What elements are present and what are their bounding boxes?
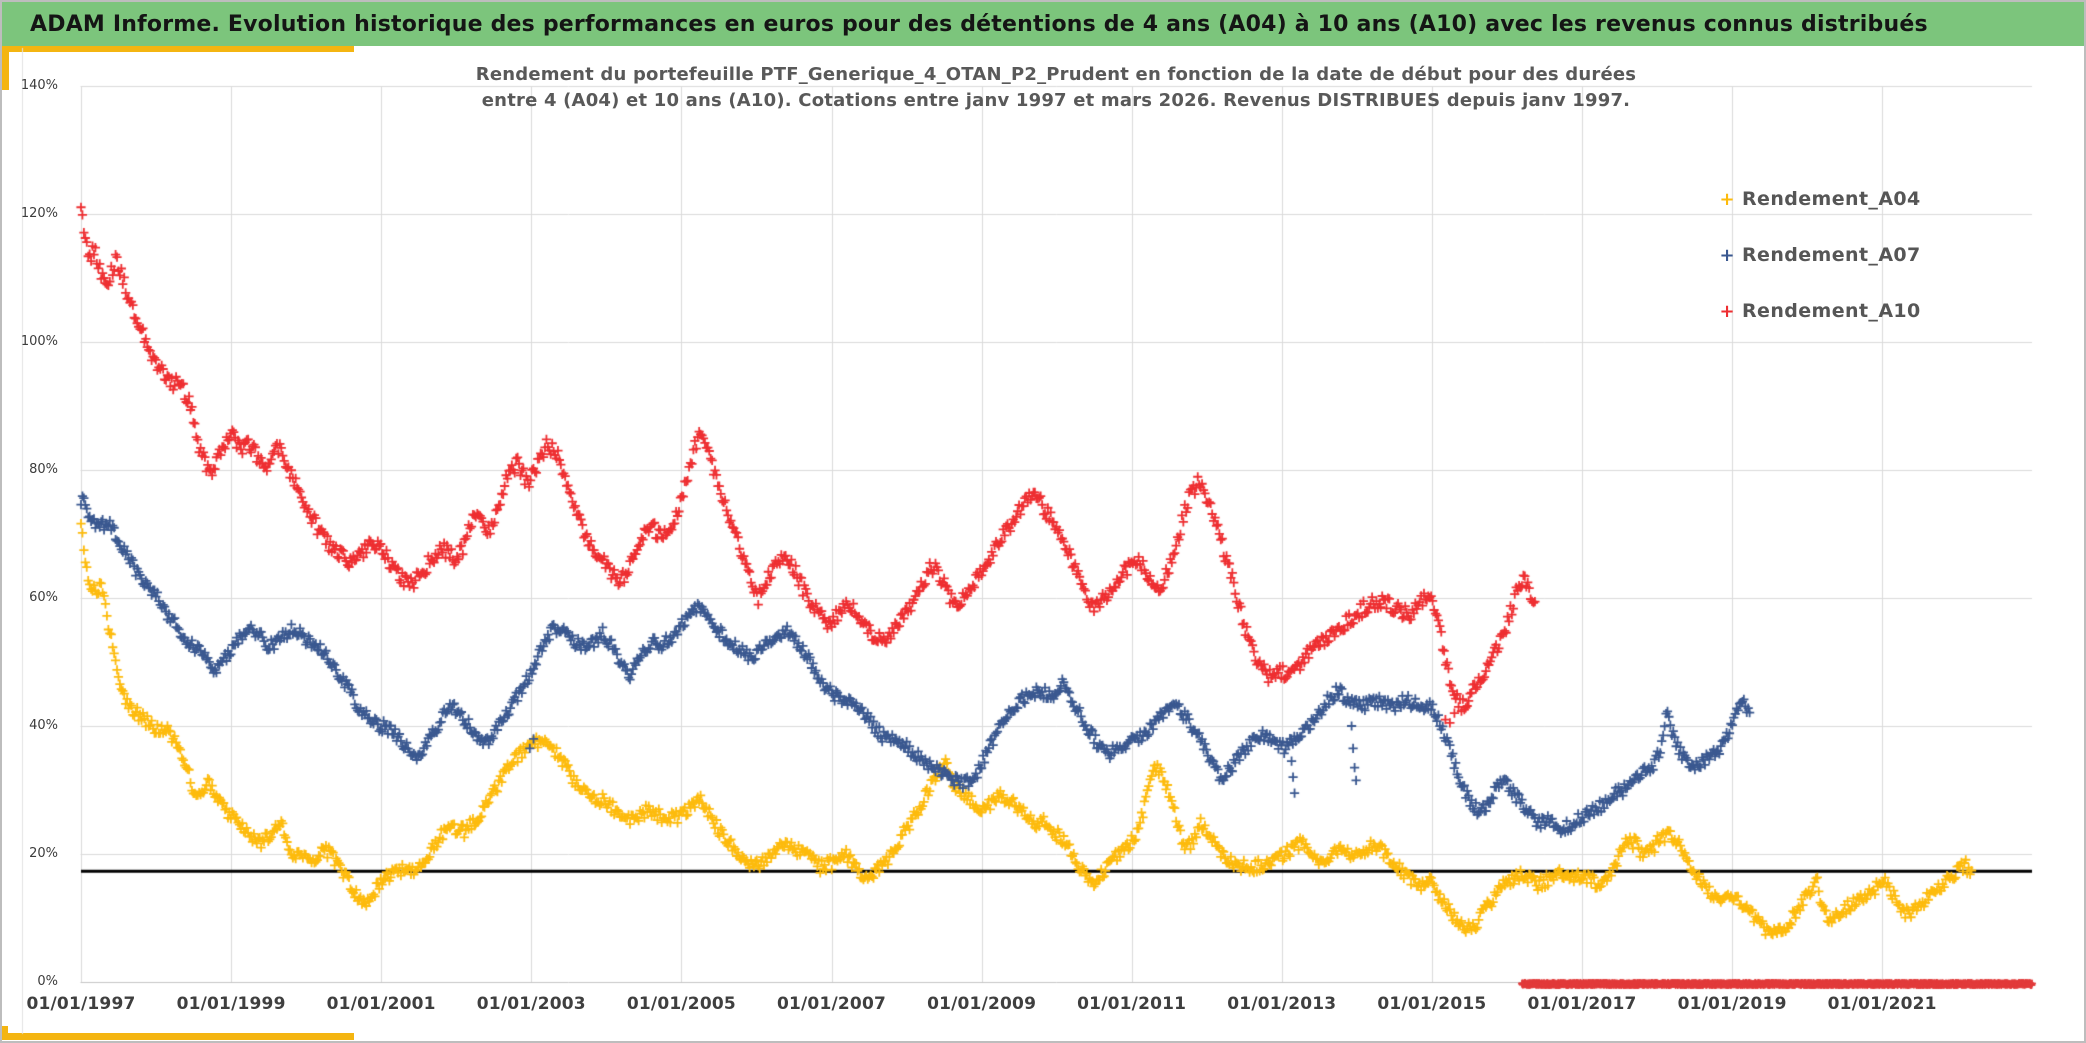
x-tick-label: 01/01/2001 xyxy=(326,994,436,1014)
y-tick-label: 20% xyxy=(29,846,58,861)
plus-marker-icon: + xyxy=(1719,244,1735,266)
x-tick-label: 01/01/2003 xyxy=(476,994,586,1014)
legend-label: Rendement_A10 xyxy=(1742,300,1921,322)
y-tick-label: 60% xyxy=(29,590,58,605)
x-tick-label: 01/01/2015 xyxy=(1377,994,1487,1014)
x-tick-label: 01/01/2013 xyxy=(1227,994,1337,1014)
chart-title: Rendement du portefeuille PTF_Generique_… xyxy=(56,62,2056,114)
chart-title-line1: Rendement du portefeuille PTF_Generique_… xyxy=(475,64,1637,85)
x-tick-label: 01/01/1997 xyxy=(26,994,136,1014)
x-tick-label: 01/01/2011 xyxy=(1077,994,1187,1014)
x-tick-label: 01/01/2021 xyxy=(1827,994,1937,1014)
x-tick-label: 01/01/2005 xyxy=(626,994,736,1014)
y-tick-label: 0% xyxy=(37,974,58,989)
x-tick-label: 01/01/2007 xyxy=(776,994,887,1014)
plus-marker-icon: + xyxy=(1719,188,1735,210)
legend-label: Rendement_A04 xyxy=(1742,188,1921,210)
legend-item-a10[interactable]: + Rendement_A10 xyxy=(1712,298,1921,324)
x-tick-label: 01/01/2019 xyxy=(1677,994,1787,1014)
x-tick-label: 01/01/2017 xyxy=(1527,994,1637,1014)
legend-label: Rendement_A07 xyxy=(1742,244,1921,266)
chart-title-line2: entre 4 (A04) et 10 ans (A10). Cotations… xyxy=(481,90,1631,111)
y-tick-label: 140% xyxy=(20,78,58,93)
legend-item-a04[interactable]: + Rendement_A04 xyxy=(1712,186,1921,212)
x-tick-label: 01/01/2009 xyxy=(927,994,1037,1014)
legend-item-a07[interactable]: + Rendement_A07 xyxy=(1712,242,1921,268)
y-tick-label: 100% xyxy=(20,334,58,349)
y-tick-label: 80% xyxy=(29,462,58,477)
plus-marker-icon: + xyxy=(1719,300,1735,322)
y-tick-label: 40% xyxy=(29,718,58,733)
x-tick-label: 01/01/1999 xyxy=(176,994,286,1014)
y-tick-label: 120% xyxy=(20,206,58,221)
